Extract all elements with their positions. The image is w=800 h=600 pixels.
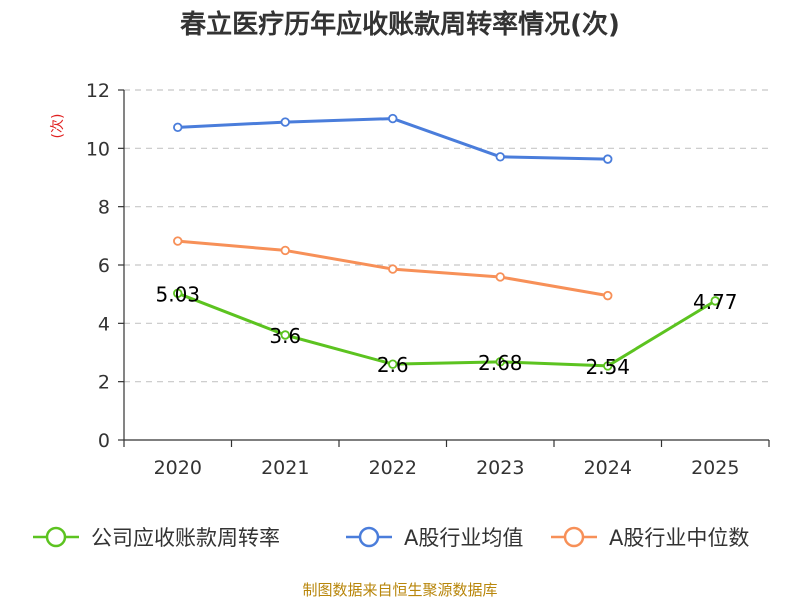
data-point xyxy=(173,236,183,246)
data-label: 3.6 xyxy=(269,324,301,348)
data-point xyxy=(603,290,613,301)
y-tick-label: 8 xyxy=(98,197,110,219)
data-point xyxy=(280,245,290,256)
x-tick-label: 2022 xyxy=(369,457,417,479)
data-point xyxy=(388,113,398,124)
x-tick-label: 2020 xyxy=(154,457,202,479)
series-2 xyxy=(173,236,613,301)
legend-swatch-marker xyxy=(563,526,585,548)
y-tick-label: 10 xyxy=(86,138,110,160)
data-point xyxy=(388,359,398,369)
y-tick-label: 6 xyxy=(98,255,110,277)
legend-label: A股行业中位数 xyxy=(609,526,749,550)
x-tick-label: 2023 xyxy=(476,457,524,479)
x-tick-label: 2024 xyxy=(584,457,632,479)
data-point xyxy=(280,117,290,127)
legend-label: A股行业均值 xyxy=(404,526,523,550)
y-tick-label: 2 xyxy=(98,372,110,394)
y-tick-label: 4 xyxy=(98,313,110,335)
series-0 xyxy=(173,288,720,371)
data-label: 2.68 xyxy=(478,351,523,375)
data-label: 4.77 xyxy=(693,290,738,314)
legend-item-0[interactable]: 公司应收账款周转率 xyxy=(33,526,280,550)
legend-item-2[interactable]: A股行业中位数 xyxy=(551,526,749,550)
legend-item-1[interactable]: A股行业均值 xyxy=(346,526,523,550)
chart-title: 春立医疗历年应收账款周转率情况(次) xyxy=(180,9,620,40)
data-point xyxy=(495,357,505,367)
x-tick-label: 2021 xyxy=(261,457,309,479)
data-label: 5.03 xyxy=(155,282,200,306)
source-note: 制图数据来自恒生聚源数据库 xyxy=(302,581,497,599)
data-point xyxy=(388,264,398,274)
data-point xyxy=(603,154,613,164)
y-tick-label: 0 xyxy=(98,430,110,452)
series-1 xyxy=(173,113,613,164)
y-tick-label: 12 xyxy=(86,80,110,102)
data-point xyxy=(173,122,183,133)
data-label: 2.6 xyxy=(377,353,409,377)
data-point xyxy=(710,296,720,306)
data-point xyxy=(280,330,290,340)
data-labels: 5.03 3.6 2.6 2.68 2.54 4.77 xyxy=(155,282,737,379)
y-axis-label: (次) xyxy=(50,114,66,139)
legend-swatch-marker xyxy=(45,526,67,548)
series-line xyxy=(177,117,608,161)
axes xyxy=(118,89,770,447)
series-group xyxy=(173,113,720,371)
data-label: 2.54 xyxy=(585,355,630,379)
gridlines xyxy=(124,89,769,383)
legend-label: 公司应收账款周转率 xyxy=(91,526,280,550)
x-tick-labels: 2020 2021 2022 2023 2024 2025 xyxy=(154,457,740,479)
y-tick-labels: 0 2 4 6 8 10 12 xyxy=(86,80,110,452)
data-point xyxy=(173,288,183,298)
data-point xyxy=(495,152,505,162)
series-line xyxy=(177,291,717,368)
data-point xyxy=(495,272,505,282)
x-tick-label: 2025 xyxy=(691,457,739,479)
legend[interactable]: 公司应收账款周转率 A股行业均值 A股行业中位数 xyxy=(33,526,749,550)
legend-swatch-marker xyxy=(358,526,380,548)
data-point xyxy=(603,361,613,371)
